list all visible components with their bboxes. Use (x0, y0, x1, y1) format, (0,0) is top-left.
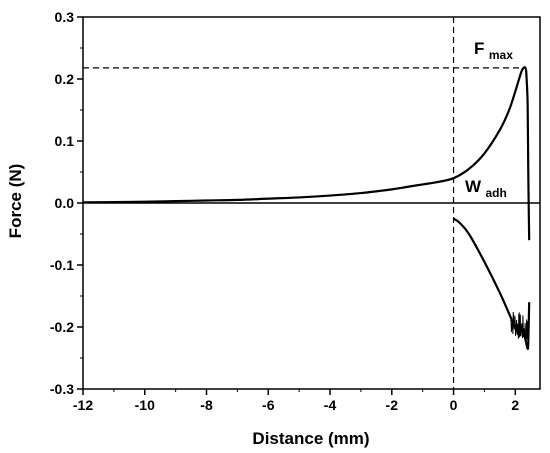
x-tick-label: 0 (450, 397, 458, 413)
y-tick-label: 0.1 (55, 133, 75, 149)
y-tick-label: -0.1 (50, 257, 74, 273)
y-tick-label: 0.3 (55, 9, 75, 25)
x-tick-label: -8 (200, 397, 213, 413)
x-tick-label: -2 (386, 397, 399, 413)
reference-lines (83, 17, 540, 389)
y-tick-label: 0.2 (55, 71, 75, 87)
axes-layer: -12 -10 -8 -6 -4 -2 0 2 -0.3 -0.2 -0.1 0.0 0.1 0.2 0.3 (50, 9, 541, 413)
fmax-base: F (474, 39, 484, 58)
series-layer (82, 66, 531, 350)
series-approach (82, 66, 528, 204)
y-tick-label: -0.3 (50, 381, 74, 397)
x-tick-label: -4 (324, 397, 337, 413)
x-tick-label: -10 (135, 397, 155, 413)
wadh-subscript: adh (486, 186, 507, 200)
x-axis-title: Distance (mm) (252, 429, 369, 448)
fmax-subscript: max (489, 48, 513, 62)
detachment-noise (510, 311, 530, 343)
wadh-annotation: W adh (465, 177, 507, 200)
y-axis-title: Force (N) (6, 164, 25, 239)
y-tick-label: 0.0 (55, 195, 75, 211)
y-tick-label: -0.2 (50, 319, 74, 335)
fmax-annotation: F max (474, 39, 513, 62)
wadh-base: W (465, 177, 482, 196)
x-tick-label: -6 (262, 397, 275, 413)
x-tick-label: 2 (511, 397, 519, 413)
series-unloading (525, 69, 531, 241)
x-tick-label: -12 (73, 397, 93, 413)
